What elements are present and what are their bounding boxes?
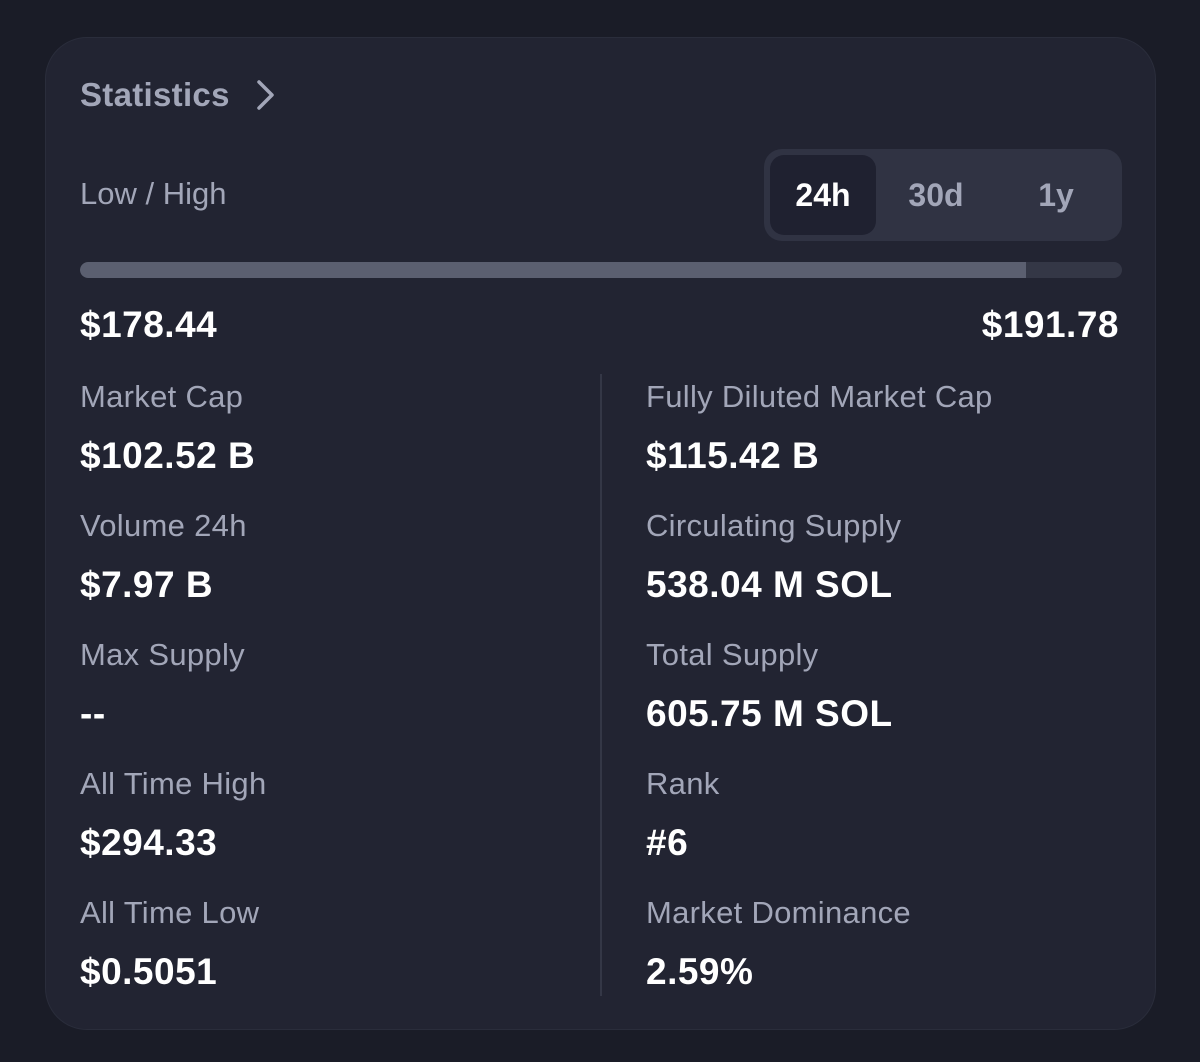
low-high-label: Low / High [80,176,227,211]
stat-value: #6 [646,822,689,863]
stat-value: $0.5051 [80,951,218,992]
stat-value: 2.59% [646,951,754,992]
stat-value: $115.42 B [646,435,820,476]
stat-value: -- [80,693,106,734]
stat-all-time-low: All Time Low $0.5051 [80,892,560,1021]
stat-max-supply: Max Supply -- [80,634,560,763]
stats-right-column: Fully Diluted Market Cap $115.42 B Circu… [646,376,1126,1021]
stat-value: $102.52 B [80,435,256,476]
stat-value: $7.97 B [80,564,214,605]
tab-1y[interactable]: 1y [1038,176,1074,213]
section-title: Statistics [80,76,230,113]
stat-label: Rank [646,766,720,801]
high-price-value: $191.78 [981,304,1119,345]
tab-24h[interactable]: 24h [770,155,876,235]
column-divider [600,374,602,996]
stat-value: $294.33 [80,822,218,863]
stat-all-time-high: All Time High $294.33 [80,763,560,892]
chevron-right-icon [254,78,276,112]
stat-label: Max Supply [80,637,245,672]
stat-volume-24h: Volume 24h $7.97 B [80,505,560,634]
timeframe-segmented-control: 24h 30d 1y [764,149,1122,241]
stat-total-supply: Total Supply 605.75 M SOL [646,634,1126,763]
stat-fully-diluted-market-cap: Fully Diluted Market Cap $115.42 B [646,376,1126,505]
stat-label: Market Cap [80,379,244,414]
stat-value: 605.75 M SOL [646,693,893,734]
statistics-header-link[interactable]: Statistics [80,74,276,116]
stat-rank: Rank #6 [646,763,1126,892]
stat-label: All Time High [80,766,267,801]
stat-market-cap: Market Cap $102.52 B [80,376,560,505]
stat-label: Market Dominance [646,895,911,930]
stats-left-column: Market Cap $102.52 B Volume 24h $7.97 B … [80,376,560,1021]
low-price-value: $178.44 [80,304,218,345]
stat-label: Circulating Supply [646,508,902,543]
stat-label: All Time Low [80,895,260,930]
stat-circulating-supply: Circulating Supply 538.04 M SOL [646,505,1126,634]
stat-label: Fully Diluted Market Cap [646,379,993,414]
stat-market-dominance: Market Dominance 2.59% [646,892,1126,1021]
statistics-card: Statistics Low / High 24h 30d 1y $178.44… [45,37,1156,1030]
tab-30d[interactable]: 30d [908,176,964,213]
low-high-range-bar [80,262,1122,278]
stat-label: Volume 24h [80,508,247,543]
stat-value: 538.04 M SOL [646,564,893,605]
stat-label: Total Supply [646,637,819,672]
range-bar-fill [80,262,1027,278]
